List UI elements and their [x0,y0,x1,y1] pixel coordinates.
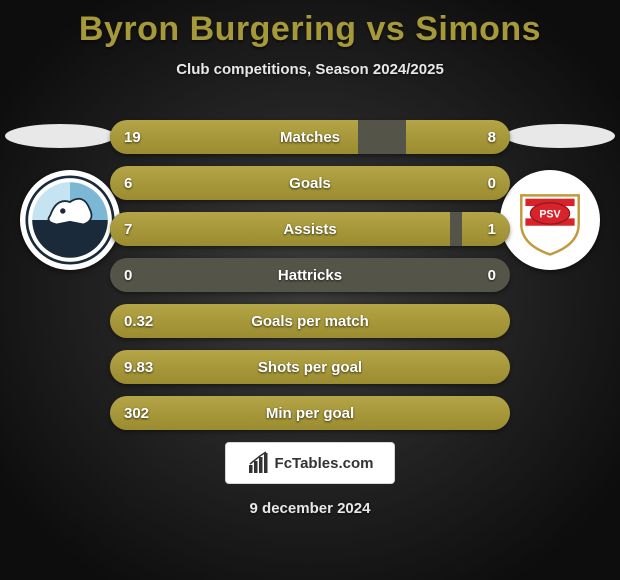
stat-value-right: 1 [488,212,496,246]
stat-row: Goals per match0.32 [110,304,510,338]
stat-label: Goals [110,166,510,200]
crest-circle-right: PSV [500,170,600,270]
shadow-ellipse-right [505,124,615,148]
stat-value-left: 7 [124,212,132,246]
denbosch-crest-icon [25,175,115,265]
stat-row: Matches19 8 [110,120,510,154]
stat-label: Assists [110,212,510,246]
stat-row: Shots per goal9.83 [110,350,510,384]
stat-value-left: 0 [124,258,132,292]
page-title: Byron Burgering vs Simons [0,0,620,49]
stat-label: Shots per goal [110,350,510,384]
stat-value-left: 6 [124,166,132,200]
stat-value-left: 9.83 [124,350,153,384]
stat-row: Goals6 0 [110,166,510,200]
brand-text: FcTables.com [275,455,374,472]
brand-badge: FcTables.com [225,442,395,484]
psv-crest-icon: PSV [509,179,591,261]
stat-value-right: 0 [488,166,496,200]
stat-value-left: 0.32 [124,304,153,338]
team-crest-right: PSV [500,170,600,270]
crest-circle-left [20,170,120,270]
stat-row: Hattricks0 0 [110,258,510,292]
date-text: 9 december 2024 [0,500,620,517]
stat-value-left: 302 [124,396,149,430]
stat-value-left: 19 [124,120,141,154]
stat-row: Assists7 1 [110,212,510,246]
chart-icon [247,451,271,475]
stat-label: Goals per match [110,304,510,338]
stat-label: Min per goal [110,396,510,430]
stat-row: Min per goal302 [110,396,510,430]
shadow-ellipse-left [5,124,115,148]
stat-label: Hattricks [110,258,510,292]
team-crest-left [20,170,120,270]
subtitle: Club competitions, Season 2024/2025 [0,61,620,78]
stat-value-right: 0 [488,258,496,292]
stats-container: Matches198Goals60Assists71Hattricks00Goa… [110,120,510,442]
stat-value-right: 8 [488,120,496,154]
stat-label: Matches [110,120,510,154]
svg-text:PSV: PSV [539,209,561,221]
